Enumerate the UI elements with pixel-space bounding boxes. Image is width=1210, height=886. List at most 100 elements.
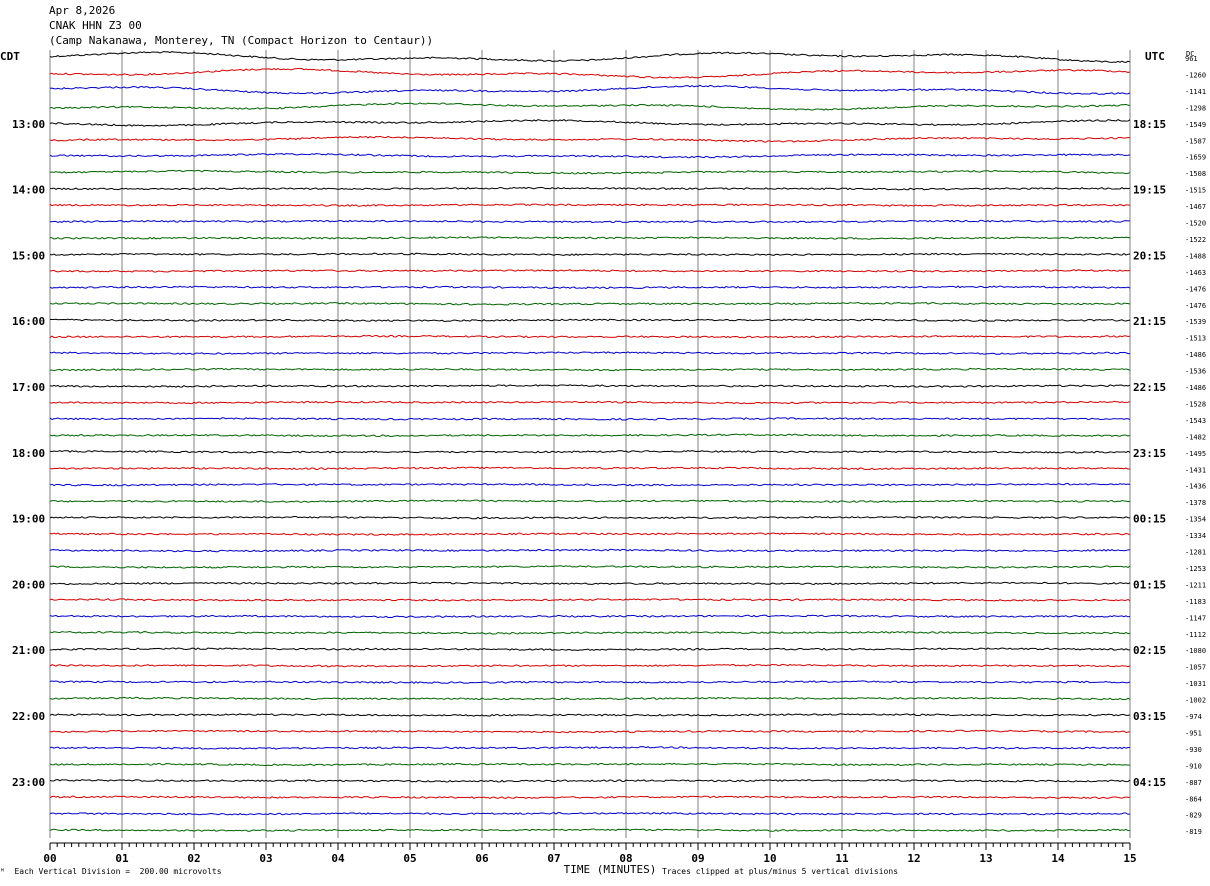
trace-line xyxy=(49,680,1131,684)
dc-offset-label: -1281 xyxy=(1185,549,1206,557)
dc-offset-label: -1482 xyxy=(1185,433,1206,441)
trace-line xyxy=(49,565,1131,569)
left-timezone-label: CDT xyxy=(0,50,20,63)
trace-line xyxy=(49,614,1131,619)
dc-offset-label: -1253 xyxy=(1185,565,1206,573)
dc-offset-label: -1520 xyxy=(1185,220,1206,228)
trace-line xyxy=(49,433,1131,438)
x-tick-label: 12 xyxy=(907,852,920,865)
trace-line xyxy=(49,302,1131,306)
dc-offset-label: -1260 xyxy=(1185,71,1206,79)
trace-line xyxy=(49,663,1131,668)
dc-offset-label: -1587 xyxy=(1185,137,1206,145)
dc-offset-label: -1211 xyxy=(1185,581,1206,589)
dc-offset-label: -1488 xyxy=(1185,252,1206,260)
x-tick-label: 07 xyxy=(547,852,560,865)
x-tick-label: 04 xyxy=(331,852,345,865)
trace-line xyxy=(49,84,1131,95)
dc-offset-label: -974 xyxy=(1185,713,1202,721)
left-hour-label: 13:00 xyxy=(12,118,45,131)
right-hour-label: 23:15 xyxy=(1133,447,1166,460)
trace-line xyxy=(49,169,1131,175)
left-hour-label: 20:00 xyxy=(12,578,45,591)
trace-line xyxy=(49,236,1131,240)
trace-line xyxy=(49,795,1131,799)
x-tick-label: 11 xyxy=(835,852,849,865)
trace-line xyxy=(49,400,1131,405)
dc-offset-label: -1463 xyxy=(1185,269,1206,277)
trace-line xyxy=(49,119,1131,127)
trace-line xyxy=(49,581,1131,586)
dc-offset-label: -1539 xyxy=(1185,318,1206,326)
right-hour-label: 02:15 xyxy=(1133,644,1166,657)
trace-line xyxy=(49,548,1131,553)
dc-offset-label: -1141 xyxy=(1185,88,1206,96)
dc-offset-label: -1522 xyxy=(1185,236,1206,244)
trace-line xyxy=(49,186,1131,191)
right-hour-label: 19:15 xyxy=(1133,184,1166,197)
trace-line xyxy=(49,647,1131,651)
x-tick-label: 09 xyxy=(691,852,704,865)
dc-offset-label: -1436 xyxy=(1185,483,1206,491)
dc-offset-label: -1549 xyxy=(1185,121,1206,129)
trace-line xyxy=(49,450,1131,454)
trace-line xyxy=(49,812,1131,816)
trace-line xyxy=(49,51,1131,63)
right-hour-label: 00:15 xyxy=(1133,513,1166,526)
dc-offset-label: -1183 xyxy=(1185,598,1206,606)
trace-line xyxy=(49,318,1131,322)
trace-line xyxy=(49,67,1131,79)
dc-offset-label: -951 xyxy=(1185,729,1202,737)
trace-line xyxy=(49,598,1131,602)
scale-note-text: Each Vertical Division = 200.00 microvol… xyxy=(14,867,222,876)
dc-offset-label: -1495 xyxy=(1185,450,1206,458)
dc-offset-label: -1334 xyxy=(1185,532,1206,540)
dc-offset-label: -1536 xyxy=(1185,368,1206,376)
trace-line xyxy=(49,367,1131,372)
dc-column-label: DC xyxy=(1186,50,1195,58)
trace-line xyxy=(49,762,1131,767)
trace-line xyxy=(49,828,1131,832)
trace-line xyxy=(49,532,1131,536)
dc-offset-label: -1057 xyxy=(1185,664,1206,672)
dc-offset-label: -1147 xyxy=(1185,614,1206,622)
dc-offset-label: -1515 xyxy=(1185,187,1206,195)
trace-line xyxy=(49,729,1131,734)
x-tick-label: 02 xyxy=(187,852,200,865)
trace-line xyxy=(49,252,1131,257)
right-timezone-label: UTC xyxy=(1145,50,1165,63)
dc-offset-label: -829 xyxy=(1185,812,1202,820)
x-tick-label: 13 xyxy=(979,852,992,865)
dc-offset-label: -1513 xyxy=(1185,335,1206,343)
trace-line xyxy=(49,482,1131,487)
left-hour-label: 23:00 xyxy=(12,776,45,789)
right-hour-label: 03:15 xyxy=(1133,710,1166,723)
dc-offset-label: 961 xyxy=(1185,55,1198,63)
dc-offset-label: -819 xyxy=(1185,828,1202,836)
clip-note: Traces clipped at plus/minus 5 vertical … xyxy=(662,867,899,876)
dc-offset-label: -1476 xyxy=(1185,285,1206,293)
dc-offset-label: -1298 xyxy=(1185,104,1206,112)
trace-line xyxy=(49,630,1131,635)
x-tick-label: 03 xyxy=(259,852,272,865)
trace-line xyxy=(49,351,1131,355)
dc-offset-label: -1112 xyxy=(1185,631,1206,639)
x-tick-label: 00 xyxy=(43,852,56,865)
x-tick-label: 01 xyxy=(115,852,129,865)
date-label: Apr 8,2026 xyxy=(49,4,116,17)
right-hour-label: 22:15 xyxy=(1133,381,1166,394)
trace-line xyxy=(49,515,1131,520)
location-label: (Camp Nakanawa, Monterey, TN (Compact Ho… xyxy=(49,34,434,47)
dc-offset-label: -1354 xyxy=(1185,516,1206,524)
left-hour-label: 22:00 xyxy=(12,710,45,723)
left-hour-label: 21:00 xyxy=(12,644,45,657)
left-hour-label: 19:00 xyxy=(12,513,45,526)
trace-line xyxy=(49,269,1131,273)
trace-line xyxy=(49,713,1131,717)
dc-offset-label: -1486 xyxy=(1185,384,1206,392)
trace-line xyxy=(49,746,1131,750)
x-tick-label: 08 xyxy=(619,852,632,865)
trace-line xyxy=(49,219,1131,224)
dc-offset-label: -1476 xyxy=(1185,302,1206,310)
dc-offset-label: -1467 xyxy=(1185,203,1206,211)
